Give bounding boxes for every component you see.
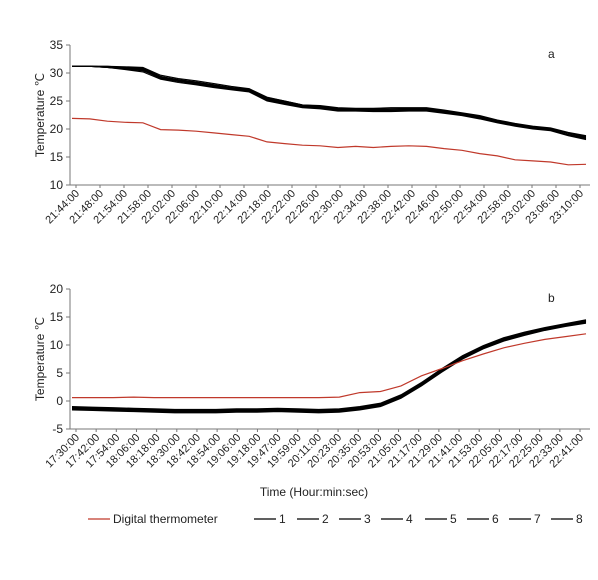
y-tick-label: 30 (50, 66, 64, 80)
legend-label: Digital thermometer (113, 512, 218, 526)
y-tick-label: 25 (50, 94, 64, 108)
series-line-4 (72, 65, 587, 139)
legend-label: 1 (279, 512, 286, 526)
series-line-8 (71, 322, 587, 414)
y-tick-label: 35 (50, 38, 64, 52)
legend-label: 4 (406, 512, 413, 526)
series-line-6 (71, 321, 587, 413)
legend-label: 6 (492, 512, 499, 526)
panel-label: a (548, 47, 555, 61)
y-axis-label: Temperature ℃ (33, 73, 47, 157)
y-tick-label: 15 (50, 150, 64, 164)
y-tick-label: -5 (52, 422, 63, 436)
y-tick-label: 10 (50, 338, 64, 352)
y-tick-label: 5 (56, 366, 63, 380)
series-line-1 (72, 65, 587, 140)
panel-label: b (548, 291, 555, 305)
series-line-8 (72, 65, 587, 140)
legend-label: 7 (534, 512, 541, 526)
series-line-5 (71, 319, 587, 410)
series-line-2 (72, 65, 587, 138)
legend-label: 3 (364, 512, 371, 526)
legend-label: 5 (450, 512, 457, 526)
series-line-6 (72, 65, 587, 138)
y-tick-label: 20 (50, 122, 64, 136)
y-axis-label: Temperature ℃ (33, 317, 47, 401)
series-line-digital-thermometer (72, 333, 587, 399)
legend-label: 2 (322, 512, 329, 526)
series-line-digital-thermometer (71, 117, 587, 166)
series-line-7 (71, 320, 587, 412)
y-tick-label: 10 (50, 178, 64, 192)
y-tick-label: 0 (56, 394, 63, 408)
legend-label: 8 (576, 512, 583, 526)
series-line-7 (72, 65, 587, 137)
y-tick-label: 20 (50, 282, 64, 296)
series-line-2 (71, 320, 587, 411)
y-tick-label: 15 (50, 310, 64, 324)
series-line-3 (72, 65, 587, 141)
x-axis-label: Time (Hour:min:sec) (260, 485, 368, 499)
